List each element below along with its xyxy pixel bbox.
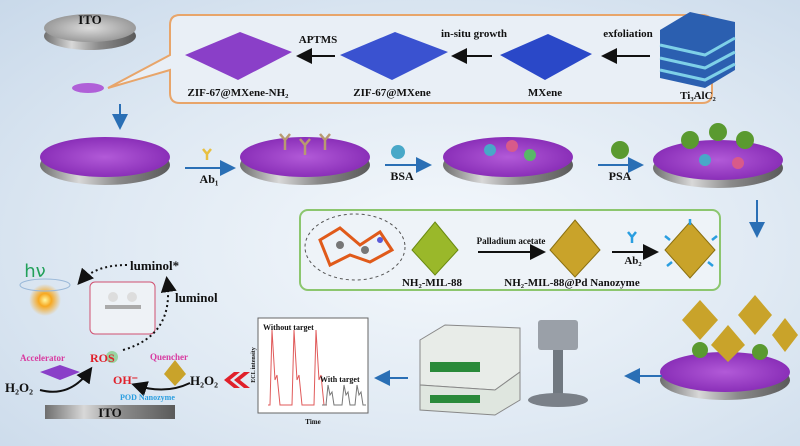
signal-with-target [322,384,366,406]
emission-ring [19,278,71,292]
luminol-label: luminol [175,290,218,305]
step-psa: PSA [609,169,632,183]
legend-without-target: Without target [263,323,314,332]
dotted-arrow-luminol [122,276,177,351]
electrode-ab1 [240,133,370,185]
label-zif67-mxene-nh2: ZIF-67@MXene-NH₂ [188,87,290,99]
label-nh2-mil-88: NH₂-MIL-88 [402,277,463,289]
dotted-arrow-emission [77,264,128,285]
label-zif67-mxene: ZIF-67@MXene [353,87,431,99]
light-emission [29,284,61,316]
red-chevrons [224,372,250,388]
synthesis-materials [185,12,736,88]
arrow-h2o2-ros [39,366,93,393]
mof-lattice [318,226,395,268]
ti3alc2-block [659,12,736,88]
step-ab2: Ab₂ [624,255,642,267]
step-ab1: Ab₁ [200,172,219,186]
signal-without-target [268,329,327,406]
ito-label: ITO [78,12,102,27]
h2o2-right-label: H₂O₂ [190,373,218,388]
arrow-h2o2-oh [131,381,191,397]
psa-icon [611,141,629,159]
electrode-bsa [443,137,573,185]
step-in-situ-growth: in-situ growth [441,28,507,40]
ecl-x-axis-label: Time [305,418,320,426]
labeled-nanozyme [664,219,718,279]
accelerator-label: Accelerator [20,353,65,363]
ab2-icon [627,231,637,243]
ecl-plot [257,317,369,414]
electrode-psa [653,123,783,188]
step-bsa: BSA [390,169,414,183]
ito-electrode: ITO [44,12,136,50]
label-nh2-mil-88-pd: NH₂-MIL-88@Pd Nanozyme [504,277,640,289]
label-ti3alc2: Ti₃AlC₂ [680,90,716,102]
electrode-row [40,123,783,188]
legend-with-target: With target [320,375,360,384]
electrode-modified [40,137,170,185]
antibody-icon [202,148,212,160]
modified-material-drop [72,83,104,93]
ito-bar [45,405,175,419]
mxene-sheet [500,34,592,80]
accelerator-sheet [40,365,80,380]
step-aptms: APTMS [299,34,338,46]
zif67-mxene-nh2-sheet [185,32,292,80]
ito-bar-label: ITO [98,405,122,420]
luminol-star-label: luminol* [130,258,179,273]
zif67-mxene-sheet [340,32,448,80]
ecl-y-axis-label: ECL intensity [251,347,257,383]
hv-label: hν [24,261,45,282]
mof-structure [304,213,406,281]
quencher-label: Quencher [150,352,188,362]
oh-label: OH⁻ [113,373,138,387]
bsa-icon [391,145,405,159]
ecl-instrument [419,320,588,416]
electrode-sandwich [660,295,798,400]
ros-glow [106,351,118,363]
nh2-mil-88-octahedron [411,221,459,276]
assembly-arrows [185,141,644,176]
h2o2-left-label: H₂O₂ [5,380,33,395]
label-mxene: MXene [528,87,562,99]
quencher-octahedron [164,360,186,386]
pd-nanozyme-octahedron [549,219,601,278]
step-palladium-acetate: Palladium acetate [477,236,546,246]
figures-icon [105,292,141,309]
nanozyme-callout [299,209,721,291]
ros-label: ROS [90,351,115,365]
step-exfoliation: exfoliation [603,28,653,40]
pod-nanozyme-label: POD Nanozyme [120,393,175,402]
